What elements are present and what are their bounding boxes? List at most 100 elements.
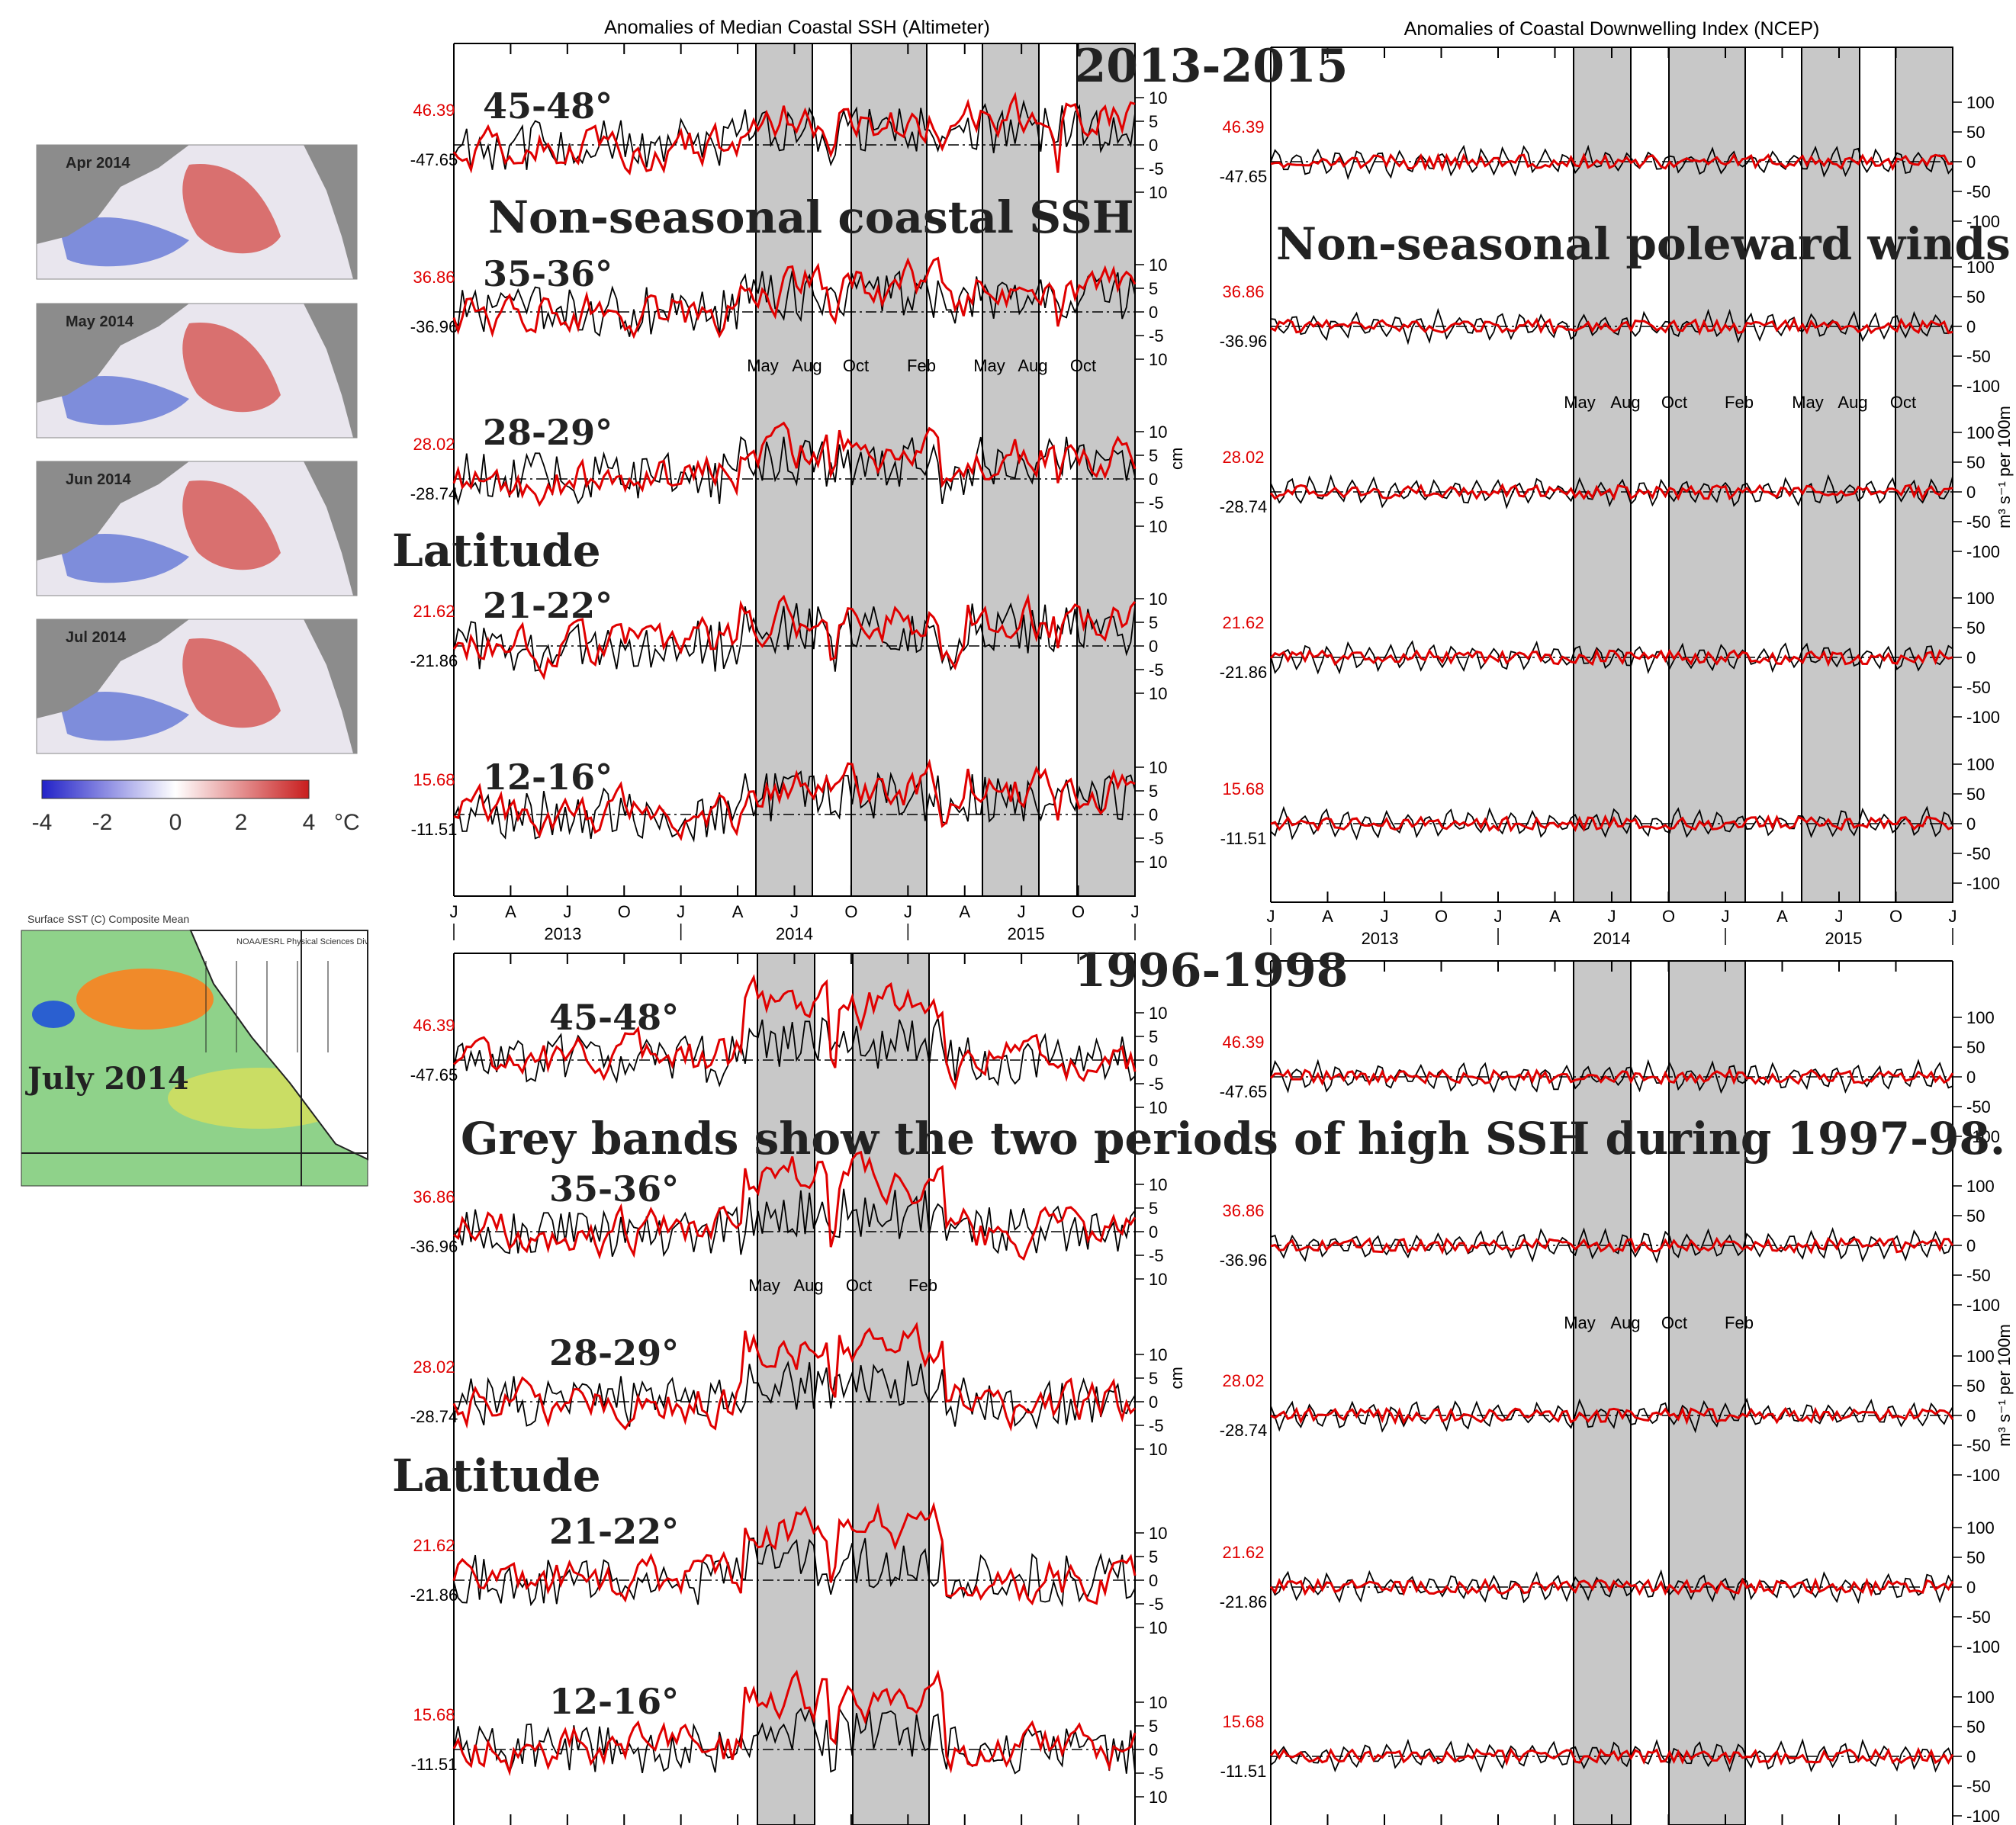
y-tick-label: 50 bbox=[1966, 123, 1985, 142]
panel-bottom-value: -47.65 bbox=[410, 150, 458, 169]
colorbar-tick: 4 bbox=[303, 810, 316, 835]
band-month-label: May bbox=[973, 356, 1005, 375]
grey-band bbox=[982, 43, 1039, 896]
x-tick-label: O bbox=[618, 902, 631, 921]
colorbar-unit: °C bbox=[334, 810, 360, 835]
y-tick-label: -5 bbox=[1149, 1764, 1164, 1783]
band-month-label: Oct bbox=[843, 356, 869, 375]
latitude-label: 28-29° bbox=[549, 1332, 679, 1374]
y-tick-label: 0 bbox=[1966, 1406, 1976, 1425]
x-tick-label: J bbox=[1608, 907, 1616, 926]
anomaly-map: Jun 2014 bbox=[37, 461, 357, 596]
y-tick-label: 10 bbox=[1149, 1440, 1167, 1459]
panel-top-value: 15.68 bbox=[413, 1705, 455, 1724]
y-tick-label: 50 bbox=[1966, 619, 1985, 638]
y-tick-label: 0 bbox=[1966, 153, 1976, 172]
band-month-label: Feb bbox=[908, 1276, 937, 1295]
panel-top-value: 36.86 bbox=[413, 268, 455, 287]
colorbar-tick: 2 bbox=[235, 810, 248, 835]
y-tick-label: 10 bbox=[1149, 1345, 1167, 1364]
x-tick-label: O bbox=[844, 902, 857, 921]
y-tick-label: 10 bbox=[1149, 350, 1167, 369]
band-month-label: Feb bbox=[1725, 1313, 1754, 1332]
band-month-label: Aug bbox=[1610, 1313, 1640, 1332]
panel-top-value: 21.62 bbox=[1222, 1543, 1264, 1562]
grey-band bbox=[1077, 43, 1135, 896]
panel-top-value: 28.02 bbox=[413, 435, 455, 454]
wind-caption: Non-seasonal poleward winds bbox=[1276, 218, 2011, 270]
y-tick-label: 10 bbox=[1149, 255, 1167, 275]
x-tick-label: J bbox=[563, 902, 571, 921]
y-tick-label: -50 bbox=[1966, 1266, 1991, 1285]
y-tick-label: -50 bbox=[1966, 1777, 1991, 1796]
latitude-label: 21-22° bbox=[549, 1511, 679, 1552]
x-tick-label: A bbox=[732, 902, 744, 921]
y-tick-label: 5 bbox=[1149, 279, 1158, 298]
y-tick-label: 100 bbox=[1966, 423, 1995, 442]
y-tick-label: -100 bbox=[1966, 1637, 2000, 1656]
x-tick-label: J bbox=[1267, 907, 1275, 926]
y-tick-label: 100 bbox=[1966, 589, 1995, 608]
x-tick-label: J bbox=[677, 902, 685, 921]
y-tick-label: -50 bbox=[1966, 1608, 1991, 1627]
map-month-label: May 2014 bbox=[66, 313, 134, 330]
x-tick-label: A bbox=[1776, 907, 1788, 926]
y-tick-label: 50 bbox=[1966, 1038, 1985, 1057]
y-tick-label: 0 bbox=[1149, 1051, 1158, 1070]
latitude-caption-top: Latitude bbox=[392, 525, 601, 577]
cool-patch bbox=[32, 1001, 75, 1028]
x-tick-label: J bbox=[1949, 907, 1957, 926]
panel-top-value: 46.39 bbox=[413, 1016, 455, 1035]
panel-bottom-value: -21.86 bbox=[410, 1586, 458, 1605]
grey-band bbox=[1669, 961, 1745, 1825]
panel-top-value: 28.02 bbox=[413, 1358, 455, 1377]
y-tick-label: -100 bbox=[1966, 874, 2000, 893]
y-tick-label: 10 bbox=[1149, 1270, 1167, 1289]
anomaly-map: May 2014 bbox=[37, 304, 357, 438]
sst-colorbar: -4 -2 0 2 4 °C bbox=[32, 780, 360, 835]
band-month-label: Oct bbox=[1070, 356, 1096, 375]
panel-bottom-value: -47.65 bbox=[1220, 1082, 1267, 1101]
latitude-label: 45-48° bbox=[549, 997, 679, 1038]
year-label: 2013 bbox=[544, 924, 581, 943]
y-tick-label: -50 bbox=[1966, 1436, 1991, 1455]
band-month-label: May bbox=[1564, 393, 1596, 412]
x-tick-label: J bbox=[790, 902, 799, 921]
y-tick-label: -100 bbox=[1966, 542, 2000, 561]
band-month-label: Feb bbox=[907, 356, 936, 375]
y-tick-label: -5 bbox=[1149, 1595, 1164, 1614]
y-tick-label: 5 bbox=[1149, 1027, 1158, 1046]
chart-windTop: J A J O J A J O J A J O J2013 2014 2015May Aug Oct Feb May… bbox=[1220, 47, 2014, 948]
y-tick-label: -5 bbox=[1149, 493, 1164, 512]
panel-bottom-value: -36.96 bbox=[410, 1237, 458, 1256]
y-axis-title: cm bbox=[1167, 448, 1186, 470]
y-tick-label: -5 bbox=[1149, 1416, 1164, 1435]
band-month-label: Aug bbox=[1018, 356, 1047, 375]
y-tick-label: 0 bbox=[1149, 470, 1158, 489]
y-tick-label: 50 bbox=[1966, 1377, 1985, 1396]
y-tick-label: -100 bbox=[1966, 708, 2000, 727]
panel-bottom-value: -28.74 bbox=[1220, 1421, 1267, 1440]
y-tick-label: -50 bbox=[1966, 678, 1991, 697]
x-tick-label: J bbox=[1835, 907, 1844, 926]
y-tick-label: 0 bbox=[1149, 136, 1158, 155]
y-tick-label: 0 bbox=[1149, 1740, 1158, 1759]
panel-top-value: 15.68 bbox=[1222, 779, 1264, 798]
y-tick-label: 5 bbox=[1149, 112, 1158, 131]
panel-top-value: 21.62 bbox=[413, 1536, 455, 1555]
y-tick-label: 10 bbox=[1149, 1175, 1167, 1194]
grey-band bbox=[851, 43, 927, 896]
y-tick-label: 100 bbox=[1966, 1177, 1995, 1196]
x-tick-label: J bbox=[450, 902, 458, 921]
map-month-label: Jul 2014 bbox=[66, 629, 127, 646]
latitude-label: 35-36° bbox=[483, 253, 613, 294]
latitude-label: 21-22° bbox=[483, 585, 613, 626]
grey-band bbox=[756, 43, 812, 896]
y-tick-label: 10 bbox=[1149, 423, 1167, 442]
panel-bottom-value: -47.65 bbox=[410, 1065, 458, 1084]
band-month-label: Oct bbox=[1661, 1313, 1687, 1332]
y-tick-label: 100 bbox=[1966, 1347, 1995, 1366]
panel-bottom-value: -21.86 bbox=[1220, 663, 1267, 682]
colorbar-tick: -4 bbox=[32, 810, 53, 835]
panel-bottom-value: -28.74 bbox=[1220, 497, 1267, 516]
